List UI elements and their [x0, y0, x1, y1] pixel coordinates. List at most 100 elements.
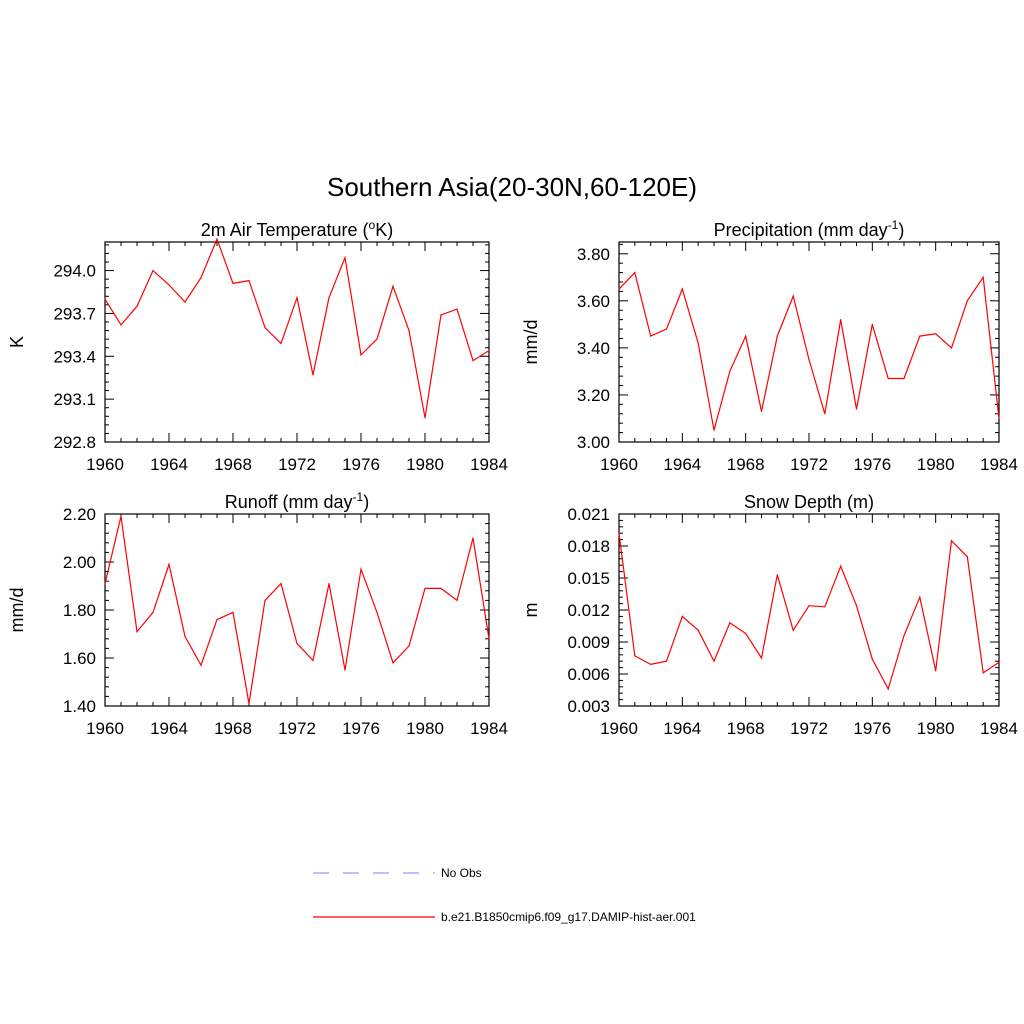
panel-snow-depth-m-y-tick-label: 0.012: [567, 601, 610, 620]
panel-runoff-mm-day: 1960 1964 1968 1972 1976 1980 1984 1.40 1.60 1.80…: [7, 490, 508, 738]
panel-precipitation-mm-day-data-point: [919, 335, 921, 337]
panel-2m-air-temperature-k-data-point: [456, 308, 458, 310]
panel-snow-depth-m-data-point: [855, 605, 858, 607]
panel-runoff-mm-day-x-tick-label: 1972: [278, 719, 316, 738]
panel-2m-air-temperature-k-y-axis-label: K: [7, 336, 27, 348]
panel-snow-depth-m-y-tick-label: 0.003: [567, 697, 610, 716]
panel-snow-depth-m-data-point: [824, 606, 826, 608]
panel-precipitation-mm-day-data-point: [760, 410, 763, 413]
panel-2m-air-temperature-k-y-tick-label: 293.7: [53, 304, 96, 323]
panel-precipitation-mm-day-data-point: [618, 288, 620, 290]
panel-runoff-mm-day-data-point: [296, 643, 298, 645]
panel-2m-air-temperature-k-data-point: [264, 327, 266, 329]
legend-label-no-obs: No Obs: [441, 866, 482, 880]
panel-precipitation-mm-day-data-point: [665, 328, 668, 330]
panel-2m-air-temperature-k-data-point: [440, 314, 442, 316]
panel-snow-depth-m-data-point: [935, 670, 937, 672]
panel-runoff-mm-day-y-axis-label: mm/d: [7, 588, 27, 633]
panel-runoff-mm-day-data-point: [328, 583, 330, 585]
panel-precipitation-mm-day-y-tick-label: 3.00: [577, 433, 610, 452]
panel-2m-air-temperature-k-data-point: [296, 297, 298, 299]
panel-2m-air-temperature-k-x-tick-label: 1980: [406, 455, 444, 474]
panel-runoff-mm-day-data-point: [472, 537, 474, 539]
panel-runoff-mm-day-data-point: [136, 631, 138, 633]
panel-2m-air-temperature-k-data-point: [120, 324, 122, 326]
panel-precipitation-mm-day-y-tick-label: 3.20: [577, 386, 610, 405]
panel-runoff-mm-day-x-tick-label: 1960: [86, 719, 124, 738]
panel-snow-depth-m-x-tick-label: 1968: [727, 719, 765, 738]
panel-precipitation-mm-day-y-axis-label: mm/d: [521, 320, 541, 365]
panel-2m-air-temperature-k-data-point: [360, 354, 362, 356]
panel-precipitation-mm-day-x-tick-label: 1964: [663, 455, 701, 474]
panel-2m-air-temperature-k-data-point: [136, 305, 138, 307]
panel-2m-air-temperature-k-data-point: [232, 282, 234, 285]
panel-2m-air-temperature-k-data-point: [200, 277, 202, 279]
figure-title: Southern Asia(20-30N,60-120E): [327, 172, 697, 202]
panel-runoff-mm-day-data-point: [488, 638, 490, 640]
panel-2m-air-temperature-k: 1960 1964 1968 1972 1976 1980 1984 292.8 293.1 29…: [7, 218, 508, 474]
panel-runoff-mm-day-x-tick-label: 1976: [342, 719, 380, 738]
panel-2m-air-temperature-k-data-point: [168, 284, 170, 286]
panel-runoff-mm-day-x-tick-label: 1980: [406, 719, 444, 738]
panel-precipitation-mm-day-y-tick-label: 3.80: [577, 245, 610, 264]
panel-precipitation-mm-day-data-point: [792, 295, 794, 297]
panel-snow-depth-m-x-tick-label: 1960: [600, 719, 638, 738]
panel-snow-depth-m-data-point: [634, 655, 636, 657]
panel-2m-air-temperature-k-data-point: [424, 417, 426, 419]
panel-precipitation-mm-day-x-tick-label: 1972: [790, 455, 828, 474]
panel-snow-depth-m-data-point: [919, 596, 921, 598]
panel-precipitation-mm-day-data-point: [855, 408, 858, 410]
panel-2m-air-temperature-k-y-tick-label: 294.0: [53, 262, 96, 281]
panel-precipitation-mm-day-data-point: [650, 335, 652, 337]
panel-2m-air-temperature-k-x-tick-label: 1984: [470, 455, 508, 474]
panel-2m-air-temperature-k-title-end: K): [375, 220, 393, 240]
panel-runoff-mm-day-data-point: [248, 703, 250, 705]
panel-snow-depth-m-data-point: [681, 615, 683, 618]
panel-2m-air-temperature-k-x-tick-label: 1964: [150, 455, 188, 474]
panel-2m-air-temperature-k-x-tick-label: 1976: [342, 455, 380, 474]
panel-runoff-mm-day-data-point: [232, 611, 234, 614]
panel-snow-depth-m-y-tick-label: 0.018: [567, 537, 610, 556]
panel-2m-air-temperature-k-data-point: [488, 349, 490, 352]
panel-runoff-mm-day-x-tick-label: 1968: [214, 719, 252, 738]
panel-precipitation-mm-day-series-line: [618, 271, 1000, 431]
panel-snow-depth-m-data-point: [871, 658, 873, 660]
panel-runoff-mm-day-x-tick-label: 1964: [150, 719, 188, 738]
panel-precipitation-mm-day-data-point: [950, 347, 953, 349]
panel-snow-depth-m-y-tick-label: 0.015: [567, 569, 610, 588]
panel-precipitation-mm-day-title: Precipitation (mm day-1): [714, 218, 905, 240]
panel-2m-air-temperature-k-y-tick-label: 293.1: [53, 390, 96, 409]
panel-precipitation-mm-day-title-superscript: -1: [888, 218, 899, 232]
panel-runoff-mm-day-series-line: [104, 516, 490, 704]
panel-runoff-mm-day-data-point: [424, 587, 426, 590]
panel-2m-air-temperature-k-y-tick-label: 293.4: [53, 347, 96, 366]
panel-precipitation-mm-day-data-point: [966, 300, 968, 302]
panel-2m-air-temperature-k-data-point: [376, 338, 378, 340]
panel-precipitation-mm-day-y-tick-label: 3.60: [577, 292, 610, 311]
panel-precipitation-mm-day-data-point: [824, 413, 826, 415]
chart-panels: 1960 1964 1968 1972 1976 1980 1984 292.8 293.1 29…: [7, 218, 1018, 738]
panel-runoff-mm-day-data-point: [200, 664, 202, 666]
panel-precipitation-mm-day-x-tick-label: 1984: [980, 455, 1018, 474]
panel-precipitation-mm-day-data-point: [871, 323, 873, 325]
panel-precipitation-mm-day-data-point: [697, 342, 699, 344]
panel-runoff-mm-day-data-point: [216, 619, 218, 621]
panel-2m-air-temperature-k-data-point: [152, 269, 154, 272]
panel-precipitation-mm-day-x-tick-label: 1960: [600, 455, 638, 474]
panel-runoff-mm-day-data-point: [456, 599, 458, 602]
panel-snow-depth-m-y-tick-label: 0.009: [567, 633, 610, 652]
panel-runoff-mm-day-data-point: [344, 669, 346, 671]
panel-precipitation-mm-day-x-tick-label: 1980: [917, 455, 955, 474]
panel-runoff-mm-day-y-tick-label: 2.20: [63, 505, 96, 524]
panel-runoff-mm-day-data-point: [408, 645, 410, 647]
panel-snow-depth-m-data-point: [903, 635, 905, 637]
panel-snow-depth-m-x-tick-label: 1980: [917, 719, 955, 738]
panel-precipitation-mm-day-y-tick-label: 3.40: [577, 339, 610, 358]
panel-runoff-mm-day-data-point: [376, 611, 378, 614]
panel-snow-depth-m-x-tick-label: 1984: [980, 719, 1018, 738]
panel-snow-depth-m-frame: [618, 513, 1000, 707]
panel-snow-depth-m-title: Snow Depth (m): [744, 492, 874, 512]
panel-runoff-mm-day-y-tick-label: 1.80: [63, 601, 96, 620]
panel-snow-depth-m-data-point: [729, 622, 731, 624]
